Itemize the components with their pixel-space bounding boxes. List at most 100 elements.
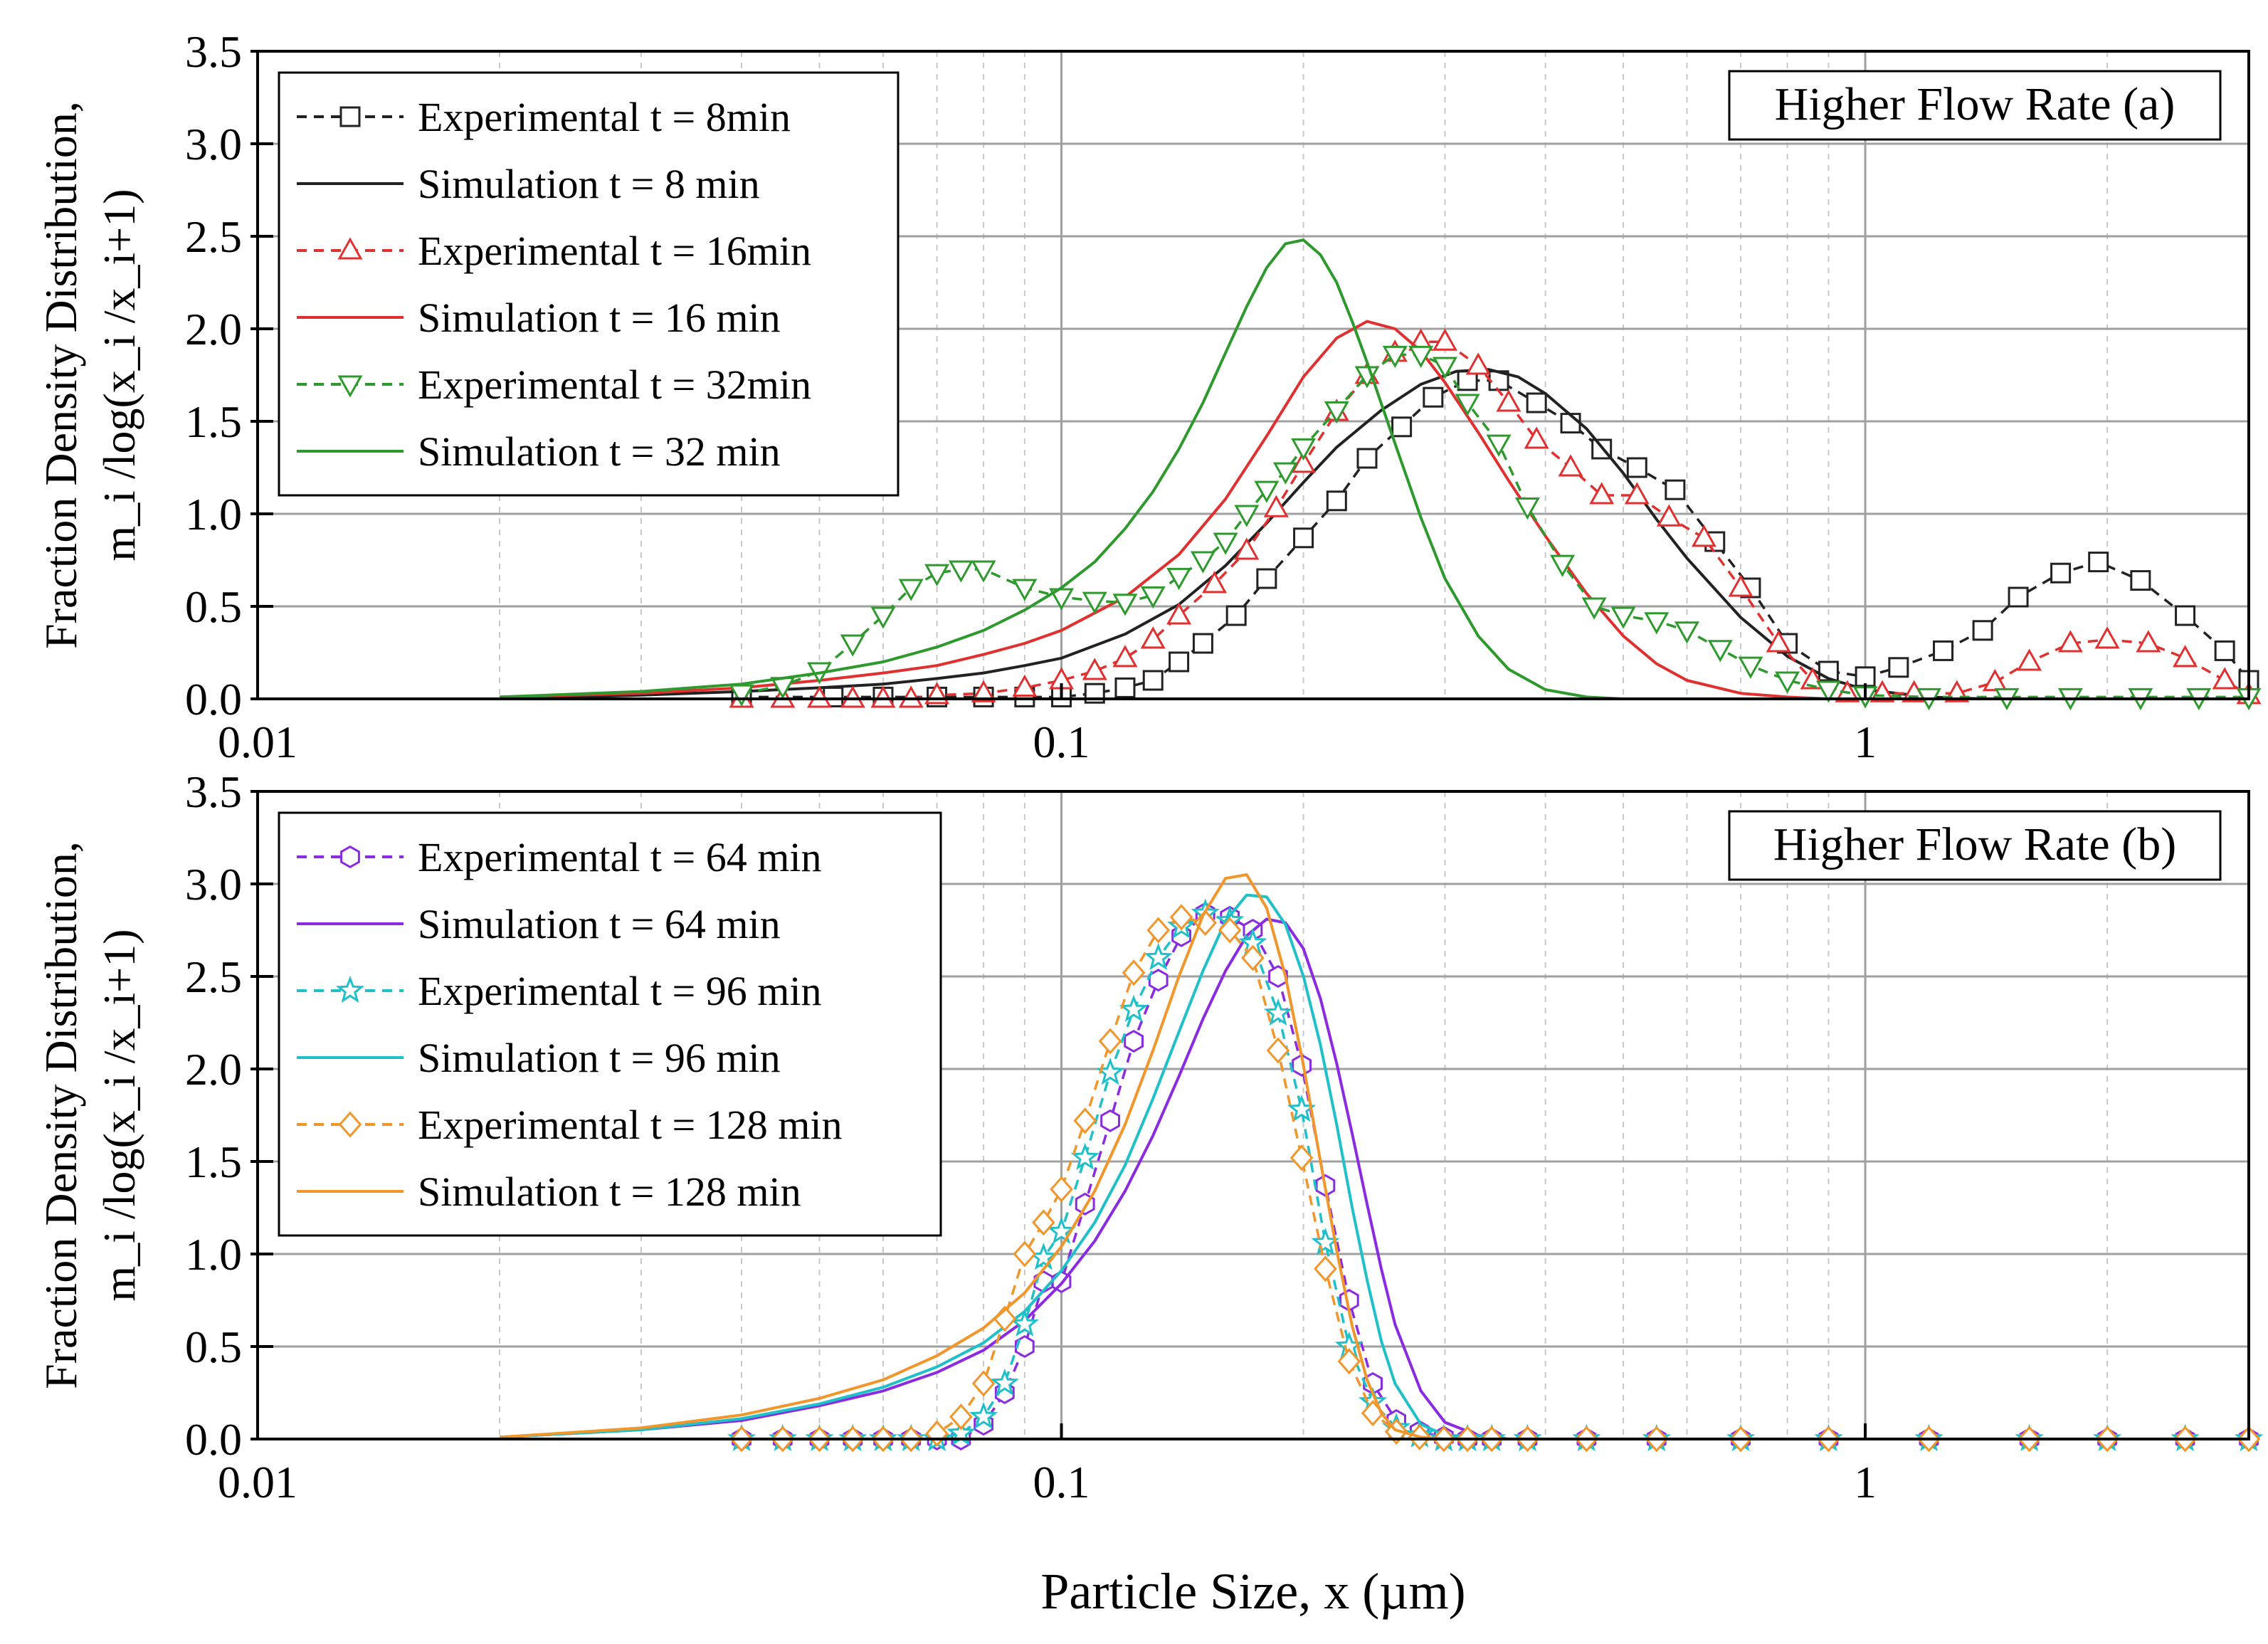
data-point xyxy=(1728,574,1753,597)
data-point xyxy=(1624,482,1650,505)
y-axis-label-line1: Fraction Density Distribution, xyxy=(36,841,86,1389)
y-tick-label: 1.0 xyxy=(185,489,242,539)
data-point xyxy=(1190,551,1215,574)
data-point xyxy=(1144,942,1173,971)
data-point xyxy=(1114,677,1136,698)
series-simulation-t-128-min xyxy=(499,873,1445,1440)
data-point xyxy=(1012,579,1038,601)
legend-swatch-marker xyxy=(335,975,365,1003)
data-point xyxy=(1610,606,1636,629)
data-point xyxy=(1738,656,1763,679)
data-point xyxy=(1982,668,2008,692)
series-line xyxy=(499,873,1445,1440)
data-point xyxy=(2136,630,2161,653)
data-point xyxy=(949,1403,973,1430)
data-point xyxy=(1012,674,1038,697)
data-point xyxy=(2017,648,2042,671)
data-point xyxy=(1013,1240,1037,1268)
series-line xyxy=(742,379,2250,699)
panel-label: Higher Flow Rate (b) xyxy=(1728,810,2222,881)
data-point xyxy=(1496,389,1521,412)
legend-entry: Experimental t = 128 min xyxy=(297,1102,842,1148)
data-point xyxy=(1272,462,1298,485)
y-axis-label-line1: Fraction Density Distribution, xyxy=(36,101,86,649)
legend-label: Experimental t = 16min xyxy=(418,228,811,274)
data-point xyxy=(971,680,996,702)
data-point xyxy=(1268,964,1288,989)
data-point xyxy=(1626,457,1647,478)
data-point xyxy=(1098,1028,1122,1055)
data-point xyxy=(1665,479,1686,500)
data-point xyxy=(2212,667,2237,690)
legend-entry: Experimental t = 16min xyxy=(297,228,811,274)
legend-label: Simulation t = 96 min xyxy=(418,1035,781,1081)
data-point xyxy=(1218,917,1242,944)
data-point xyxy=(1010,1309,1039,1337)
data-point xyxy=(1656,504,1682,527)
data-point xyxy=(1100,1109,1120,1132)
data-point xyxy=(1112,645,1138,668)
x-tick-label: 1 xyxy=(1854,717,1877,767)
legend-swatch-marker xyxy=(337,237,363,260)
series-line xyxy=(742,340,2249,700)
x-tick-label: 0.01 xyxy=(218,1457,297,1507)
series-line xyxy=(499,238,1687,700)
data-point xyxy=(971,1370,996,1397)
data-point xyxy=(1432,357,1457,379)
data-point xyxy=(1241,944,1265,971)
data-point xyxy=(1815,680,1841,703)
legend-entry: Simulation t = 8 min xyxy=(297,161,760,207)
data-point xyxy=(2057,630,2083,653)
data-point xyxy=(1032,1209,1055,1236)
data-point xyxy=(1119,994,1149,1022)
x-tick-label: 0.1 xyxy=(1033,717,1090,767)
series-line xyxy=(742,916,2249,1440)
series-experimental-t-96-min xyxy=(727,898,2264,1452)
data-point xyxy=(1337,1348,1361,1375)
data-point xyxy=(1070,1142,1099,1170)
chart-panel-b: 0.0 0.5 1.0 1.5 2.0 2.5 3.0 3.5 0.01 0.1 1 Higher F… xyxy=(36,766,2264,1507)
data-point xyxy=(1266,1037,1290,1064)
y-axis-label-line2: m_i /log(x_i /x_i+1) xyxy=(94,929,144,1301)
data-point xyxy=(1855,666,1876,687)
data-point xyxy=(1015,1334,1035,1359)
series-line xyxy=(742,912,2249,1440)
data-point xyxy=(1289,1144,1314,1171)
series-line xyxy=(742,912,2249,1440)
data-point xyxy=(948,560,974,583)
y-tick-label: 0.5 xyxy=(185,1322,242,1372)
y-tick-label: 3.5 xyxy=(185,766,242,817)
legend-entry: Simulation t = 64 min xyxy=(297,901,781,947)
data-point xyxy=(2175,605,2196,626)
data-point xyxy=(2088,552,2109,573)
data-point xyxy=(2130,570,2151,591)
data-point xyxy=(807,685,833,708)
series-line xyxy=(741,353,2249,699)
data-point xyxy=(1314,1255,1337,1282)
data-point xyxy=(1455,394,1480,416)
data-point xyxy=(1391,416,1413,438)
panel-label-box xyxy=(1728,70,2222,141)
data-point xyxy=(1029,1243,1058,1270)
data-point xyxy=(1691,525,1716,547)
series-line xyxy=(499,320,1866,700)
data-point xyxy=(1423,386,1444,408)
data-point xyxy=(1112,594,1138,616)
y-tick-label: 3.0 xyxy=(185,859,242,910)
data-point xyxy=(1122,959,1146,986)
legend-swatch-marker xyxy=(339,106,361,127)
data-point xyxy=(1514,497,1540,520)
legend-entry: Experimental t = 96 min xyxy=(297,968,821,1014)
data-point xyxy=(1707,640,1733,663)
data-point xyxy=(1234,537,1260,560)
data-point xyxy=(969,1401,998,1429)
data-point xyxy=(1486,434,1512,457)
data-point xyxy=(840,685,865,708)
panel-label-text: Higher Flow Rate (a) xyxy=(1775,78,2175,130)
legend-label: Simulation t = 32 min xyxy=(418,428,781,475)
panel-label-box xyxy=(1728,810,2222,881)
legend-label: Experimental t = 128 min xyxy=(418,1102,842,1148)
series-simulation-t-32-min xyxy=(499,238,1687,700)
data-point xyxy=(1050,1176,1073,1203)
